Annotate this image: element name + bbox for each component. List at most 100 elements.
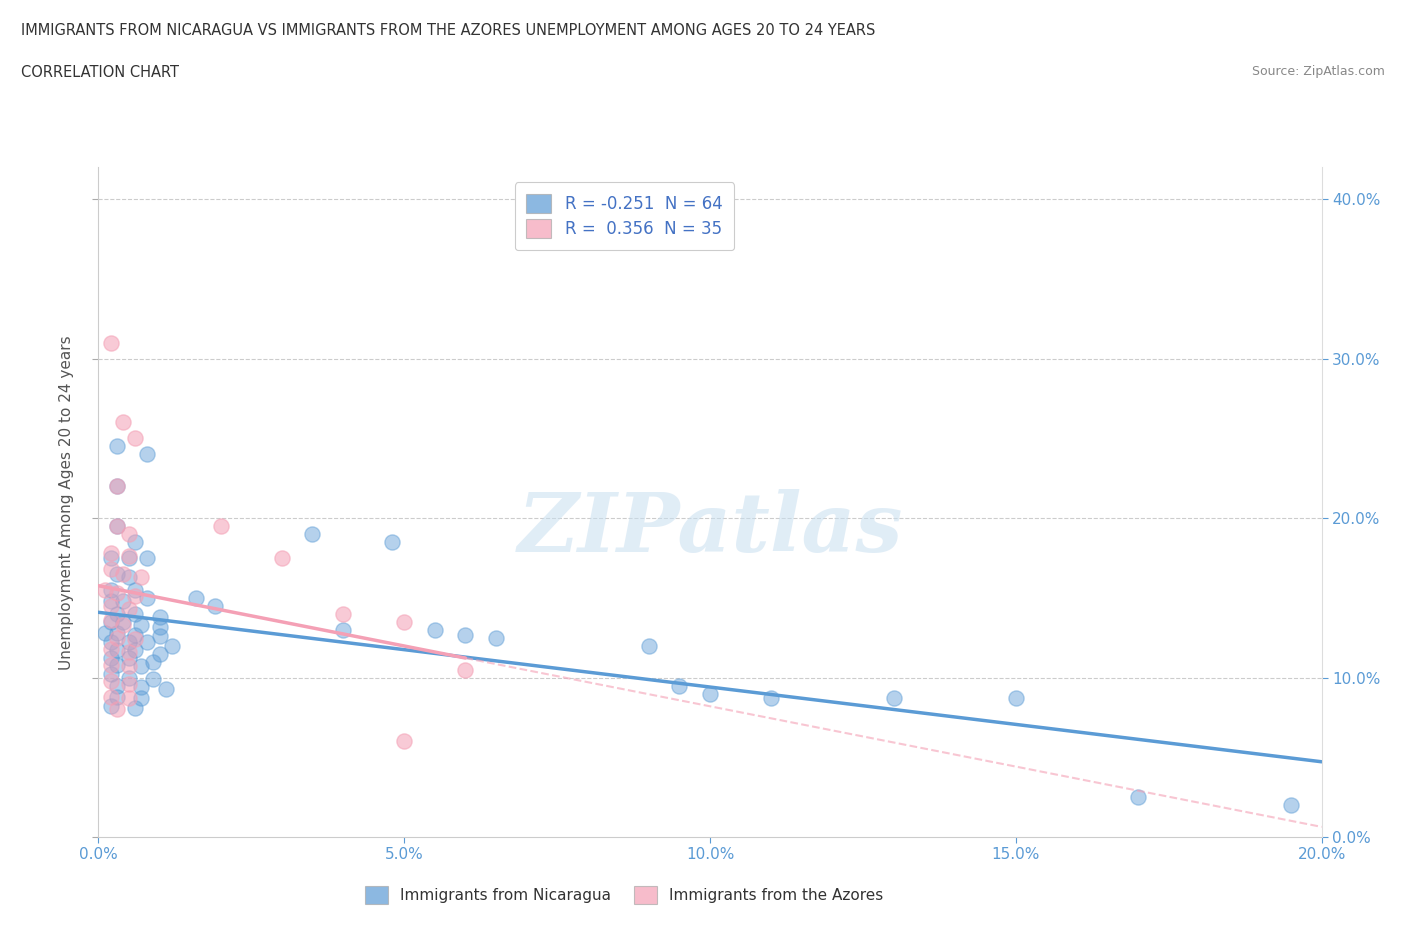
Point: [129, 618, 152, 632]
Point: [118, 671, 141, 685]
Point: [118, 602, 141, 617]
Point: [118, 570, 141, 585]
Point: [111, 566, 134, 581]
Point: [883, 691, 905, 706]
Point: [160, 638, 183, 653]
Point: [105, 586, 128, 601]
Point: [124, 606, 146, 621]
Point: [105, 566, 128, 581]
Point: [124, 589, 146, 604]
Point: [142, 671, 165, 686]
Point: [100, 635, 122, 650]
Point: [155, 682, 177, 697]
Point: [100, 598, 122, 613]
Point: [270, 551, 292, 565]
Point: [100, 689, 122, 704]
Point: [105, 519, 128, 534]
Point: [454, 662, 477, 677]
Point: [129, 570, 152, 585]
Point: [136, 447, 159, 462]
Point: [759, 691, 782, 706]
Text: ZIPatlas: ZIPatlas: [517, 489, 903, 569]
Point: [118, 549, 141, 564]
Point: [105, 606, 128, 621]
Point: [149, 646, 172, 661]
Point: [124, 535, 146, 550]
Point: [124, 643, 146, 658]
Point: [485, 631, 508, 645]
Point: [118, 651, 141, 666]
Text: Source: ZipAtlas.com: Source: ZipAtlas.com: [1251, 65, 1385, 78]
Point: [93, 582, 115, 597]
Point: [105, 479, 128, 494]
Point: [454, 627, 477, 642]
Point: [105, 702, 128, 717]
Point: [149, 629, 172, 644]
Point: [136, 591, 159, 605]
Point: [423, 622, 446, 637]
Point: [124, 431, 146, 445]
Point: [111, 593, 134, 608]
Point: [118, 551, 141, 565]
Point: [105, 519, 128, 534]
Point: [149, 609, 172, 624]
Point: [100, 551, 122, 565]
Point: [124, 631, 146, 646]
Point: [118, 635, 141, 650]
Point: [100, 673, 122, 688]
Point: [124, 582, 146, 597]
Point: [136, 635, 159, 650]
Point: [100, 582, 122, 597]
Point: [142, 654, 165, 669]
Point: [118, 644, 141, 659]
Point: [1128, 790, 1150, 804]
Point: [100, 336, 122, 351]
Point: [105, 678, 128, 693]
Point: [332, 606, 354, 621]
Point: [209, 519, 232, 534]
Point: [392, 615, 416, 630]
Point: [699, 686, 721, 701]
Point: [118, 691, 141, 706]
Point: [136, 551, 159, 565]
Point: [111, 415, 134, 430]
Point: [301, 526, 323, 541]
Point: [111, 615, 134, 630]
Point: [124, 700, 146, 715]
Point: [100, 651, 122, 666]
Point: [111, 618, 134, 632]
Point: [105, 689, 128, 704]
Point: [204, 598, 226, 613]
Point: [100, 593, 122, 608]
Point: [100, 698, 122, 713]
Point: [100, 562, 122, 577]
Point: [381, 535, 404, 550]
Point: [637, 638, 661, 653]
Point: [100, 613, 122, 628]
Text: CORRELATION CHART: CORRELATION CHART: [21, 65, 179, 80]
Point: [105, 479, 128, 494]
Point: [100, 658, 122, 672]
Point: [668, 678, 690, 693]
Point: [100, 642, 122, 657]
Point: [93, 626, 115, 641]
Point: [100, 667, 122, 682]
Point: [118, 676, 141, 691]
Point: [129, 691, 152, 706]
Text: IMMIGRANTS FROM NICARAGUA VS IMMIGRANTS FROM THE AZORES UNEMPLOYMENT AMONG AGES : IMMIGRANTS FROM NICARAGUA VS IMMIGRANTS …: [21, 23, 876, 38]
Point: [105, 439, 128, 454]
Point: [1004, 691, 1026, 706]
Point: [149, 619, 172, 634]
Point: [105, 631, 128, 645]
Point: [100, 615, 122, 630]
Point: [186, 591, 208, 605]
Point: [118, 526, 141, 541]
Point: [129, 680, 152, 695]
Point: [105, 626, 128, 641]
Point: [332, 622, 354, 637]
Point: [105, 658, 128, 672]
Point: [118, 659, 141, 674]
Point: [1279, 798, 1302, 813]
Legend: Immigrants from Nicaragua, Immigrants from the Azores: Immigrants from Nicaragua, Immigrants fr…: [359, 880, 890, 910]
Point: [100, 546, 122, 561]
